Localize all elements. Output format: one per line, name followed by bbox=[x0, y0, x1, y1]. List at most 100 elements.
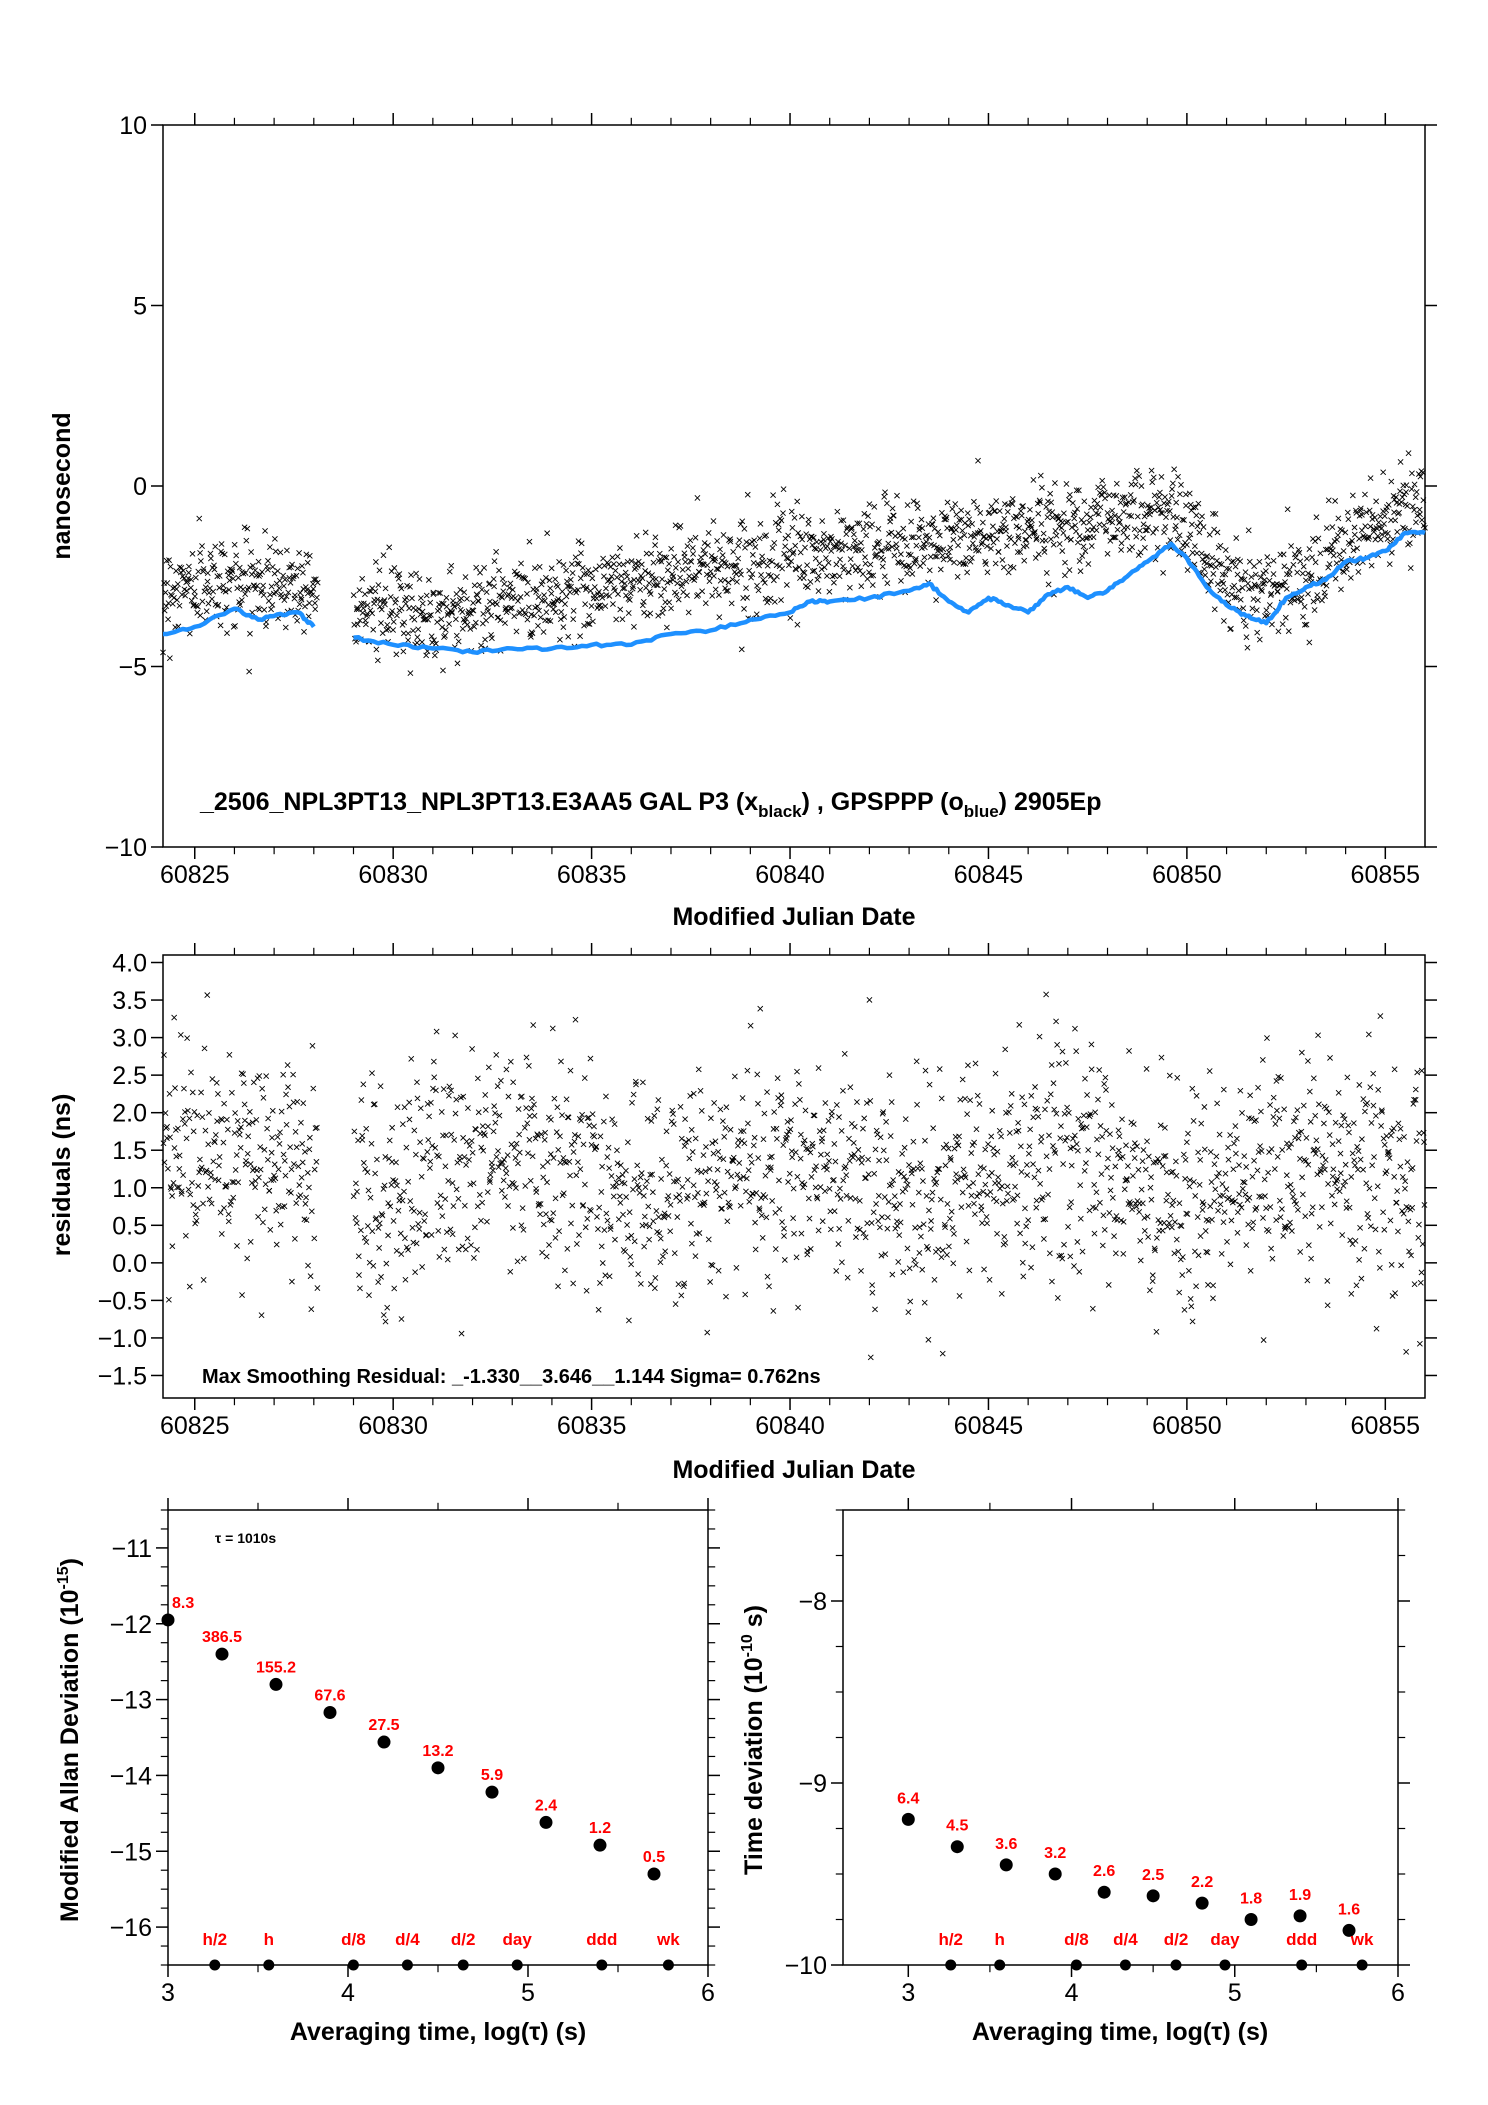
gal-p3-point bbox=[842, 542, 848, 549]
gal-p3-point bbox=[407, 583, 413, 590]
tdev-axes: 3 4 5 6−8−9−10 bbox=[785, 1498, 1410, 2007]
residual-point bbox=[914, 1101, 920, 1108]
gal-p3-point bbox=[819, 518, 826, 524]
gal-p3-point bbox=[838, 540, 845, 547]
residual-point bbox=[225, 1211, 232, 1218]
tdev-tau-marker bbox=[1296, 1959, 1308, 1971]
gal-p3-point bbox=[935, 528, 942, 535]
residual-point bbox=[919, 1165, 925, 1172]
residual-point bbox=[1119, 1116, 1125, 1123]
residual-point bbox=[429, 1142, 436, 1149]
gal-p3-point bbox=[818, 566, 825, 573]
residuals-y-tick-label: 0.0 bbox=[112, 1250, 147, 1278]
residual-point bbox=[365, 1187, 372, 1194]
residuals-y-tick-label: 4.0 bbox=[112, 950, 147, 978]
gal-p3-point bbox=[448, 562, 455, 569]
residual-point bbox=[260, 1094, 267, 1101]
residual-point bbox=[1273, 1107, 1280, 1114]
residual-point bbox=[779, 1219, 786, 1225]
residual-point bbox=[705, 1178, 712, 1185]
residual-point bbox=[678, 1292, 685, 1299]
residual-point bbox=[666, 1171, 673, 1177]
residual-point bbox=[679, 1183, 686, 1190]
residual-point bbox=[778, 1097, 785, 1104]
residual-point bbox=[895, 1258, 902, 1265]
tdev-y-title-main: Time deviation (10 bbox=[740, 1657, 768, 1875]
residual-point bbox=[1383, 1168, 1390, 1175]
residual-point bbox=[437, 1204, 444, 1211]
gal-p3-point bbox=[1129, 544, 1136, 551]
gal-p3-point bbox=[1377, 513, 1384, 520]
gal-p3-point bbox=[1285, 628, 1292, 635]
residual-point bbox=[165, 1296, 172, 1303]
residual-point bbox=[302, 1200, 309, 1207]
residual-point bbox=[1291, 1198, 1298, 1205]
residual-point bbox=[1254, 1167, 1261, 1174]
residual-point bbox=[281, 1203, 288, 1210]
residuals-axes: 60825 60830 60835 60840 60845 60850 608554.03.… bbox=[98, 943, 1437, 1440]
residual-point bbox=[731, 1073, 738, 1080]
residual-point bbox=[1225, 1156, 1232, 1163]
residual-point bbox=[608, 1173, 615, 1179]
residual-point bbox=[387, 1203, 394, 1210]
residual-point bbox=[1324, 1302, 1331, 1309]
residual-point bbox=[231, 1130, 238, 1136]
residual-point bbox=[640, 1192, 647, 1199]
gal-p3-point bbox=[1014, 549, 1021, 556]
residual-point bbox=[284, 1062, 291, 1068]
residual-point bbox=[198, 1164, 205, 1171]
gal-p3-point bbox=[730, 548, 737, 555]
residual-point bbox=[1250, 1219, 1257, 1226]
residual-point bbox=[946, 1215, 953, 1222]
gal-p3-point bbox=[1222, 587, 1228, 593]
gal-p3-point bbox=[947, 556, 953, 563]
residual-point bbox=[1227, 1132, 1234, 1138]
gal-p3-point bbox=[303, 551, 310, 558]
gal-p3-point bbox=[1362, 491, 1368, 498]
mdev-tau-marker bbox=[401, 1959, 413, 1971]
residual-point bbox=[713, 1182, 720, 1188]
gal-p3-point bbox=[1073, 528, 1079, 535]
gal-p3-point bbox=[998, 525, 1005, 532]
gal-p3-point bbox=[561, 614, 568, 620]
residual-point bbox=[1310, 1075, 1317, 1082]
residual-point bbox=[1225, 1144, 1231, 1151]
residual-point bbox=[843, 1172, 850, 1179]
gal-p3-point bbox=[1256, 558, 1263, 565]
residual-point bbox=[558, 1058, 564, 1065]
tdev-x-tick-label: 5 bbox=[1228, 1979, 1242, 2007]
residual-point bbox=[1095, 1151, 1102, 1158]
residual-point bbox=[1007, 1161, 1013, 1168]
residual-point bbox=[567, 1067, 574, 1074]
gal-p3-point bbox=[201, 588, 208, 595]
residual-point bbox=[825, 1117, 832, 1124]
gal-p3-point bbox=[216, 584, 223, 591]
gal-p3-point bbox=[749, 571, 756, 578]
gal-p3-point bbox=[1239, 576, 1245, 583]
tdev-point-label: 3.6 bbox=[995, 1836, 1017, 1853]
residual-point bbox=[1185, 1130, 1191, 1137]
gal-p3-point bbox=[737, 521, 744, 528]
gal-p3-point bbox=[1197, 519, 1204, 526]
gal-p3-point bbox=[694, 495, 701, 501]
residual-point bbox=[1342, 1161, 1349, 1168]
gal-p3-point bbox=[531, 612, 538, 619]
gal-p3-point bbox=[1237, 596, 1244, 603]
gal-p3-point bbox=[612, 567, 619, 574]
residual-point bbox=[243, 1157, 249, 1164]
residual-point bbox=[582, 1224, 589, 1231]
gal-p3-point bbox=[192, 593, 198, 600]
residual-point bbox=[464, 1235, 471, 1242]
gal-p3-point bbox=[1391, 509, 1397, 516]
residual-point bbox=[703, 1143, 709, 1150]
mdev-tau-marker-label: ddd bbox=[586, 1930, 617, 1949]
residual-point bbox=[1148, 1174, 1154, 1181]
gal-p3-point bbox=[294, 565, 301, 572]
residual-point bbox=[161, 1052, 167, 1058]
residual-point bbox=[1287, 1181, 1294, 1188]
residual-point bbox=[474, 1075, 481, 1082]
gal-p3-point bbox=[1261, 576, 1268, 583]
residual-point bbox=[744, 1067, 751, 1074]
gal-p3-point bbox=[1104, 550, 1111, 557]
gal-p3-point bbox=[1058, 524, 1065, 531]
